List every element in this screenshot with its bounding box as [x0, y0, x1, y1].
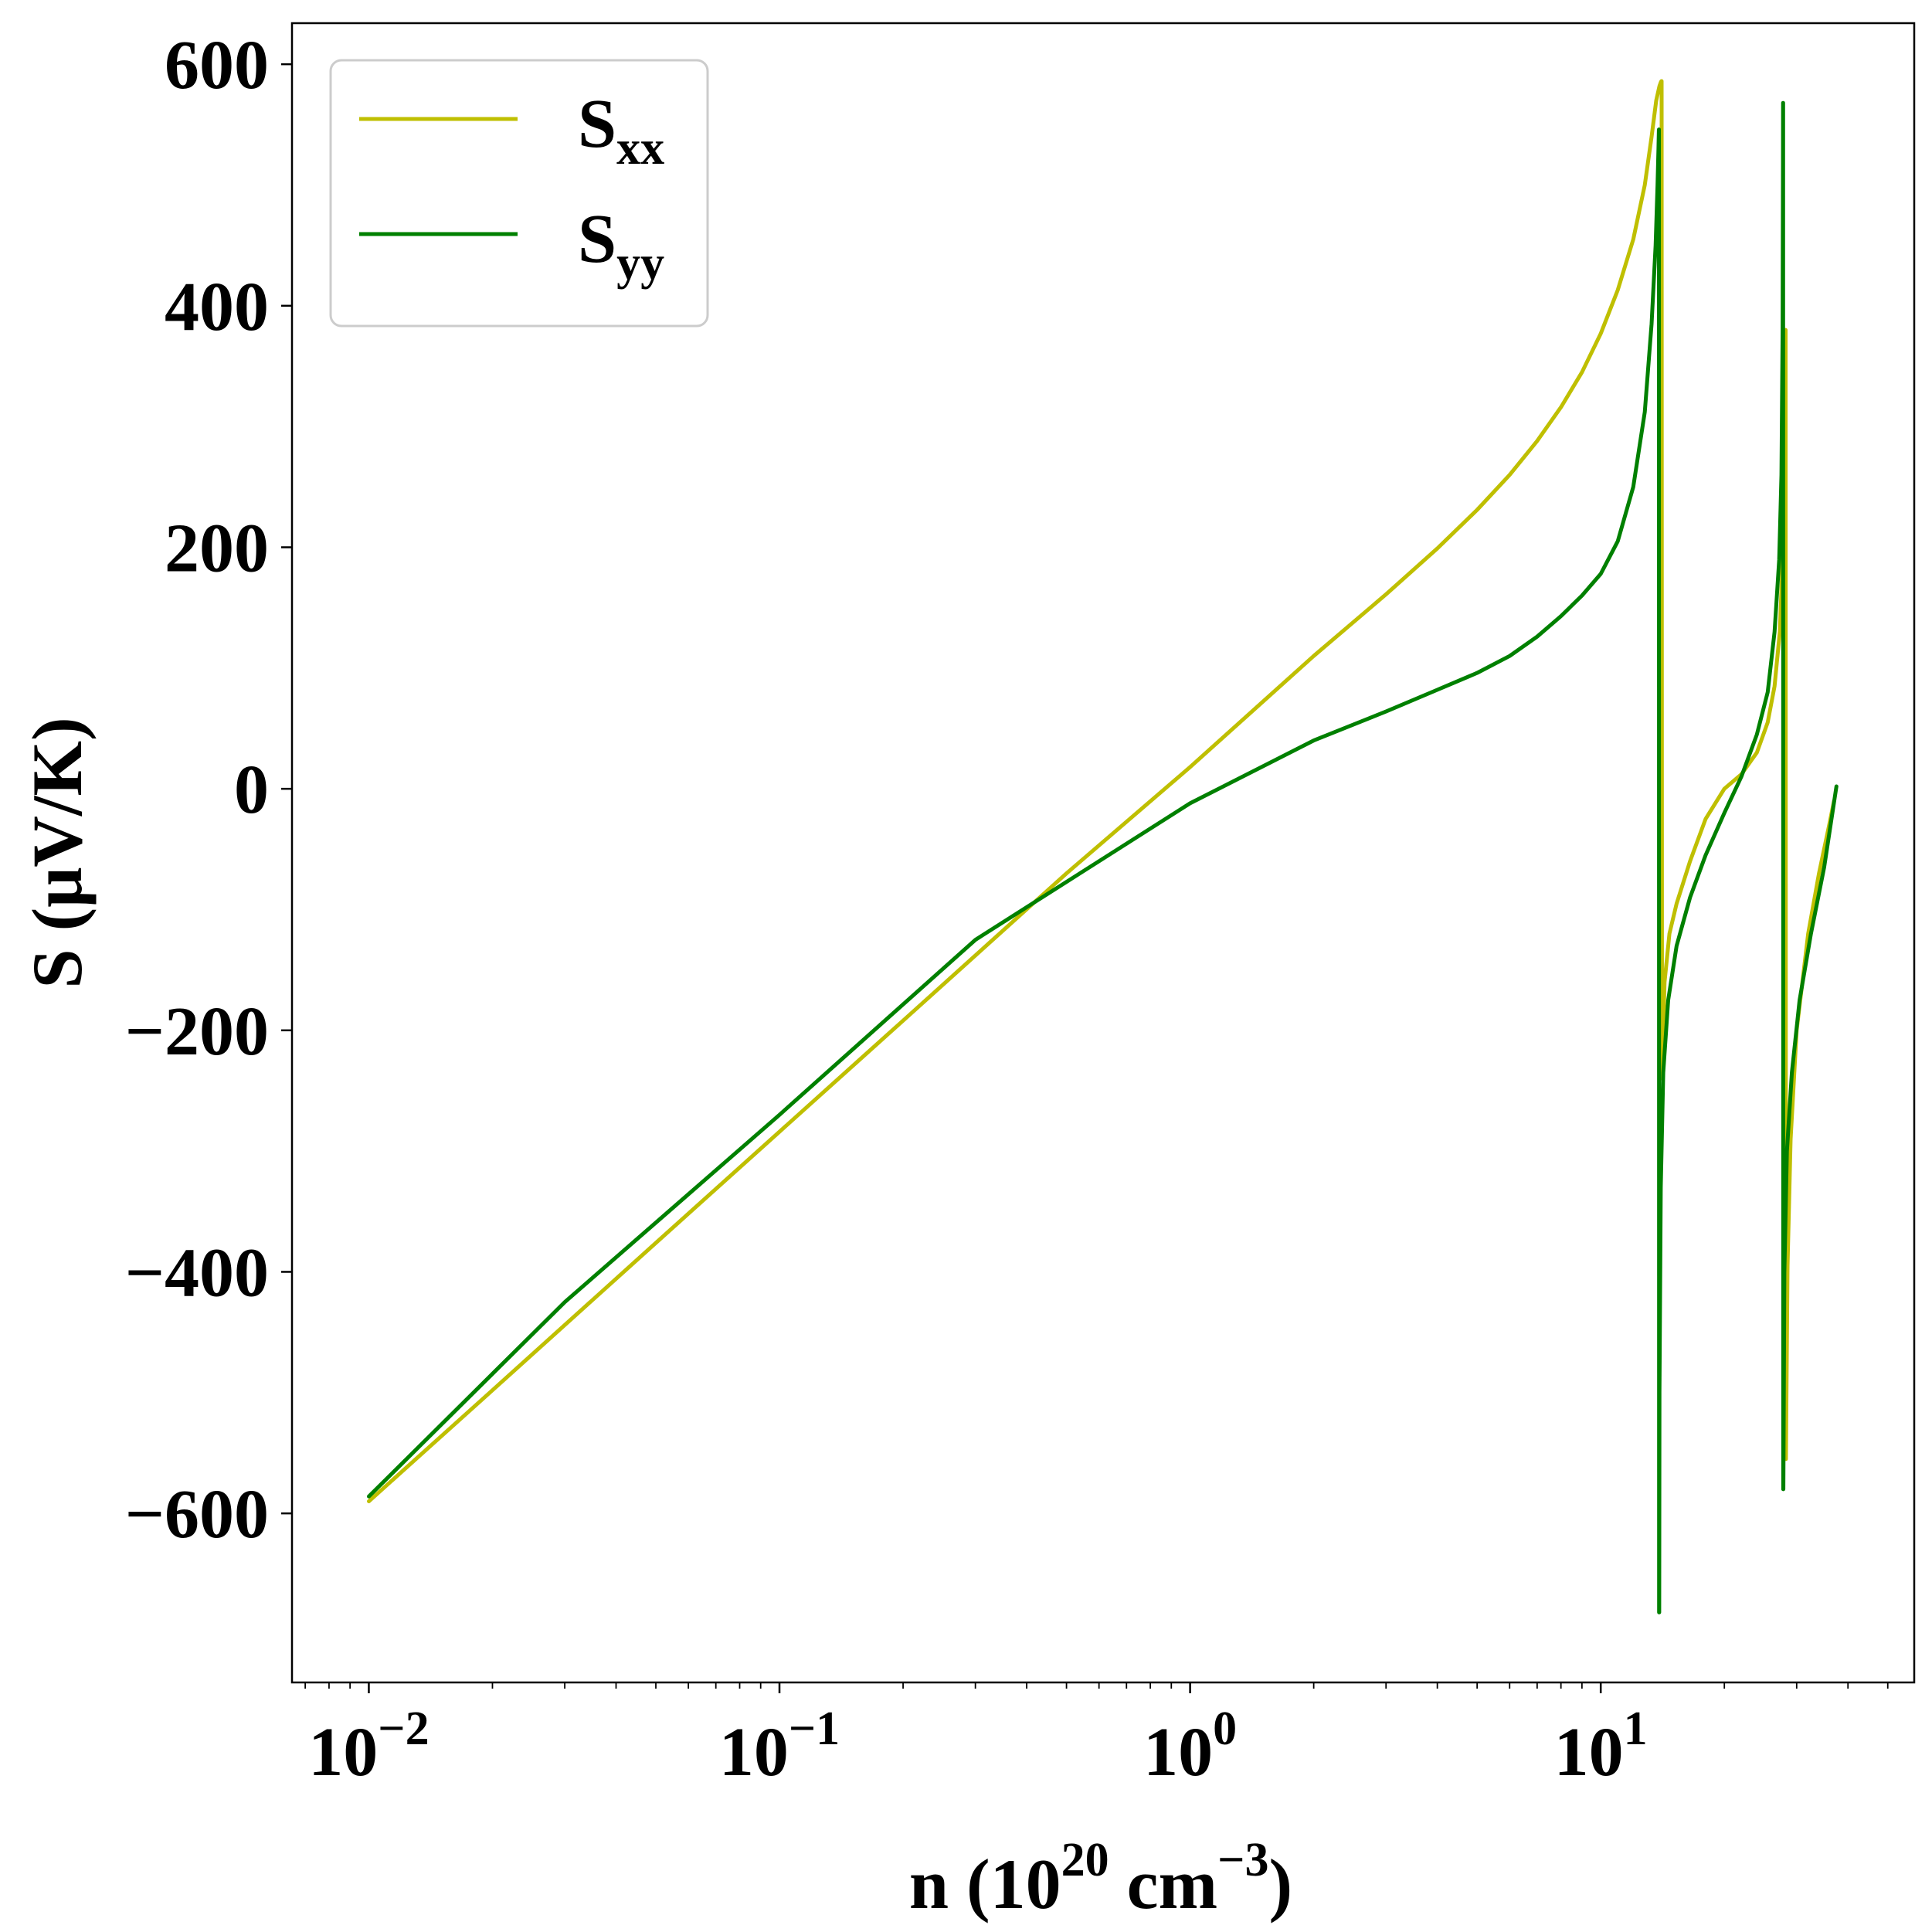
- x-axis-title-mid: cm: [1109, 1845, 1217, 1923]
- y-tick-label: −400: [125, 1234, 269, 1311]
- legend-label-sxx-sub: xx: [616, 122, 664, 175]
- x-tick-label: 101: [1554, 1703, 1648, 1791]
- series-line-yy: [367, 100, 1839, 1614]
- x-tick-label: 100: [1143, 1703, 1237, 1791]
- legend-label-sxx-main: S: [578, 86, 616, 162]
- x-tick-label: 10−1: [719, 1703, 840, 1791]
- legend-label-syy-sub: yy: [616, 237, 664, 290]
- x-axis-title-base: n (10: [909, 1845, 1061, 1923]
- x-axis-title-exp1: 20: [1061, 1834, 1109, 1886]
- legend-label-syy-main: S: [578, 201, 616, 277]
- plot-frame: [290, 22, 1916, 1684]
- x-axis-title-end: ): [1269, 1845, 1293, 1923]
- y-tick-label: 0: [234, 752, 269, 828]
- series-line-xx: [367, 79, 1836, 1503]
- legend: Sxx Syy: [329, 59, 709, 328]
- legend-label-syy: Syy: [578, 201, 664, 290]
- y-tick-label: 400: [165, 269, 269, 345]
- series-layer: [367, 79, 1839, 1614]
- x-axis-title: n (1020 cm−3): [909, 1834, 1292, 1923]
- y-tick-label: 600: [165, 27, 269, 104]
- x-tick-label: 10−2: [308, 1703, 429, 1791]
- x-axis-title-exp2: −3: [1217, 1834, 1268, 1886]
- x-axis-ticks: 10−2 10−1 100 101: [304, 1682, 1889, 1791]
- y-axis-title: S (μV/K): [18, 717, 97, 988]
- y-axis-ticks: 600 400 200 0 −200 −400 −600: [125, 27, 292, 1553]
- y-tick-label: −600: [125, 1476, 269, 1553]
- legend-label-sxx: Sxx: [578, 86, 664, 175]
- legend-box: [329, 59, 709, 328]
- y-tick-label: 200: [165, 510, 269, 586]
- y-tick-label: −200: [125, 993, 269, 1070]
